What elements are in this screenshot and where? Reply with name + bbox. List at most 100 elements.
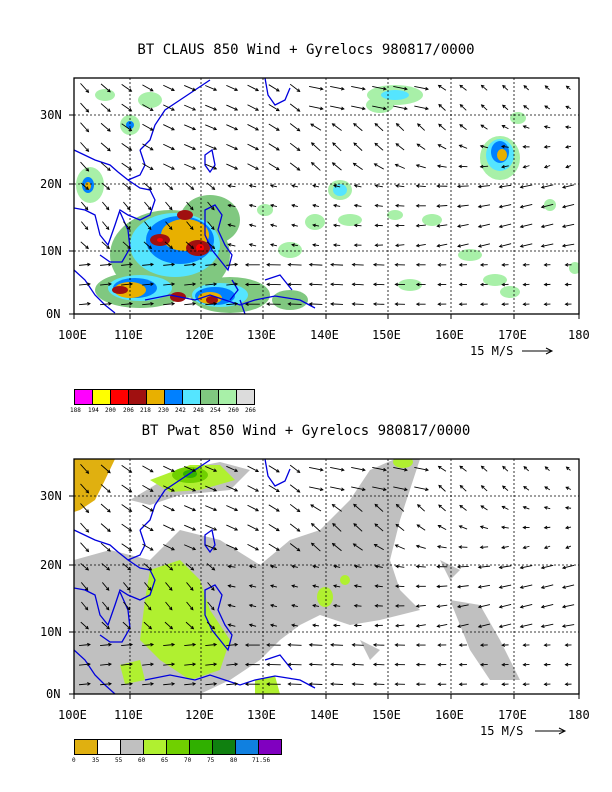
wind-vector bbox=[247, 543, 259, 551]
panel1-colorbar-tick: 188 bbox=[70, 407, 81, 414]
wind-vector-head bbox=[291, 623, 295, 628]
wind-vector-head bbox=[296, 127, 301, 132]
wind-vector bbox=[332, 162, 342, 171]
panel1-title: BT CLAUS 850 Wind + Gyrelocs 980817/0000 bbox=[137, 42, 475, 58]
wind-vector bbox=[184, 485, 196, 492]
panel1-lon-label: 180 bbox=[568, 328, 590, 342]
wind-vector-head bbox=[561, 585, 566, 589]
wind-vector-head bbox=[332, 203, 337, 208]
wind-vector bbox=[416, 143, 426, 150]
wind-vector-head bbox=[108, 682, 112, 686]
wind-vector-head bbox=[458, 682, 463, 687]
wind-vector-head bbox=[255, 127, 260, 131]
wind-vector bbox=[480, 546, 489, 548]
panel1-ticks bbox=[69, 114, 580, 319]
wind-vector-head bbox=[192, 546, 197, 551]
wind-vector-head bbox=[544, 85, 549, 89]
wind-vector-head bbox=[234, 642, 239, 647]
wind-vector bbox=[395, 244, 405, 247]
wind-vector bbox=[438, 525, 447, 531]
wind-vector-head bbox=[291, 223, 296, 228]
wind-vector bbox=[80, 142, 89, 152]
wind-vector bbox=[438, 465, 447, 472]
wind-vector-head bbox=[519, 244, 524, 248]
wind-vector bbox=[289, 142, 300, 151]
wind-vector-head bbox=[171, 527, 175, 531]
wind-vector bbox=[121, 263, 133, 266]
wind-vector-head bbox=[459, 84, 464, 89]
wind-vector bbox=[330, 466, 344, 471]
wind-vector-head bbox=[210, 606, 215, 611]
wind-vector bbox=[375, 204, 383, 207]
wind-vector-head bbox=[436, 544, 441, 549]
wind-vector-head bbox=[561, 624, 566, 628]
wind-vector-head bbox=[522, 525, 527, 530]
wind-vector bbox=[480, 165, 489, 168]
wind-vector-head bbox=[477, 585, 482, 589]
wind-vector-head bbox=[372, 682, 377, 686]
wind-vector-head bbox=[480, 465, 485, 470]
wind-vector-head bbox=[213, 262, 218, 267]
wind-vector bbox=[414, 466, 429, 471]
wind-vector bbox=[459, 144, 468, 149]
wind-vector bbox=[185, 241, 194, 249]
wind-vector bbox=[206, 182, 215, 190]
wind-vector bbox=[330, 663, 344, 666]
wind-vector-head bbox=[148, 245, 153, 250]
wind-vector bbox=[121, 663, 133, 666]
wind-vector-head bbox=[436, 564, 441, 569]
wind-vector-head bbox=[312, 243, 316, 247]
wind-vector-head bbox=[543, 545, 548, 549]
wind-vector-head bbox=[332, 243, 337, 247]
wind-vector bbox=[79, 644, 91, 647]
wind-vector bbox=[395, 185, 405, 188]
wind-vector bbox=[544, 165, 551, 168]
wind-vector-head bbox=[458, 302, 463, 307]
colorbar-swatch bbox=[93, 390, 111, 404]
wind-vector-head bbox=[308, 262, 313, 267]
wind-vector-head bbox=[213, 488, 218, 492]
wind-vector-head bbox=[417, 123, 421, 127]
wind-vector bbox=[351, 86, 366, 90]
wind-vector-head bbox=[287, 262, 292, 267]
wind-vector bbox=[309, 683, 323, 685]
wind-vector-head bbox=[522, 164, 527, 169]
wind-vector-head bbox=[373, 163, 378, 167]
wind-vector-head bbox=[150, 282, 155, 287]
wind-vector-head bbox=[456, 584, 461, 589]
wind-vector-head bbox=[275, 508, 280, 512]
wind-vector-head bbox=[234, 507, 239, 512]
wind-vector-head bbox=[415, 184, 420, 188]
wind-vector-head bbox=[436, 204, 441, 208]
wind-vector bbox=[309, 644, 323, 646]
panel2-colorbar-tick: 60 bbox=[138, 757, 146, 764]
panel2-lon-label: 130E bbox=[247, 708, 276, 722]
panel2-ticks bbox=[69, 495, 580, 699]
wind-vector-head bbox=[171, 488, 175, 492]
wind-vector-head bbox=[149, 147, 154, 151]
wind-vector-head bbox=[244, 682, 249, 687]
wind-vector-head bbox=[404, 86, 408, 91]
wind-vector bbox=[79, 263, 91, 266]
panel1-colorbar-tick: 260 bbox=[228, 407, 239, 414]
wind-vector-head bbox=[540, 585, 545, 589]
wind-vector-head bbox=[248, 623, 253, 628]
wind-vector bbox=[501, 546, 509, 549]
wind-vector-head bbox=[192, 527, 197, 531]
wind-vector-head bbox=[287, 662, 292, 667]
wind-vector bbox=[226, 505, 238, 511]
wind-vector-head bbox=[129, 642, 134, 647]
panel1-colorbar-tick: 230 bbox=[158, 407, 169, 414]
wind-vector-head bbox=[169, 186, 174, 190]
panel1-lon-label: 140E bbox=[310, 328, 339, 342]
wind-vector bbox=[268, 123, 280, 131]
wind-vector-head bbox=[519, 585, 524, 589]
wind-vector-head bbox=[127, 245, 132, 250]
wind-vector-head bbox=[234, 126, 239, 131]
wind-vector bbox=[121, 683, 133, 686]
wind-vector-head bbox=[351, 282, 356, 287]
wind-vector bbox=[142, 465, 154, 473]
wind-vector bbox=[81, 221, 89, 230]
wind-vector bbox=[270, 204, 278, 208]
wind-vector-head bbox=[352, 543, 357, 547]
